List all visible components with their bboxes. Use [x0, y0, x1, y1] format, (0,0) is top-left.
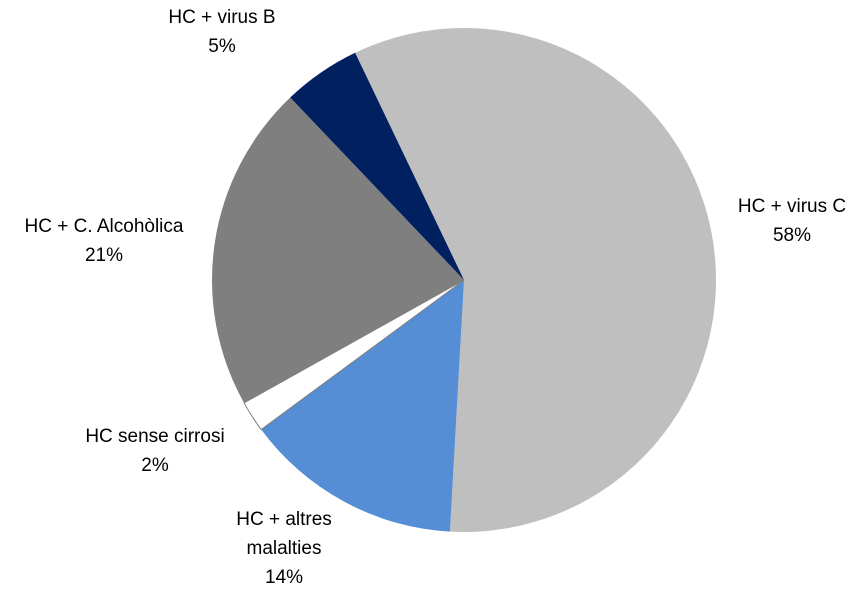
pie-slice [290, 52, 464, 280]
value-label: 58% [772, 225, 812, 246]
slice-label: HC + virus C 58% [712, 192, 856, 250]
pie-slice [212, 97, 464, 403]
category-name: HC + altres malalties [236, 509, 332, 559]
category-name: HC + virus B [168, 7, 276, 28]
value-label: 5% [208, 36, 236, 57]
value-label: 2% [141, 455, 169, 476]
slice-label: HC + C. Alcohòlica 21% [0, 212, 214, 270]
category-name: HC + C. Alcohòlica [24, 216, 184, 237]
category-name: HC sense cirrosi [85, 426, 225, 447]
value-label: 14% [264, 567, 304, 588]
pie-slice [261, 280, 464, 532]
pie-slice [243, 279, 465, 431]
slice-label: HC + virus B 5% [142, 3, 302, 61]
pie-slice [355, 28, 716, 533]
category-name: HC + virus C [737, 196, 847, 217]
slice-label: HC + altres malalties 14% [214, 505, 354, 592]
slice-label: HC sense cirrosi 2% [55, 422, 255, 480]
value-label: 21% [84, 245, 124, 266]
